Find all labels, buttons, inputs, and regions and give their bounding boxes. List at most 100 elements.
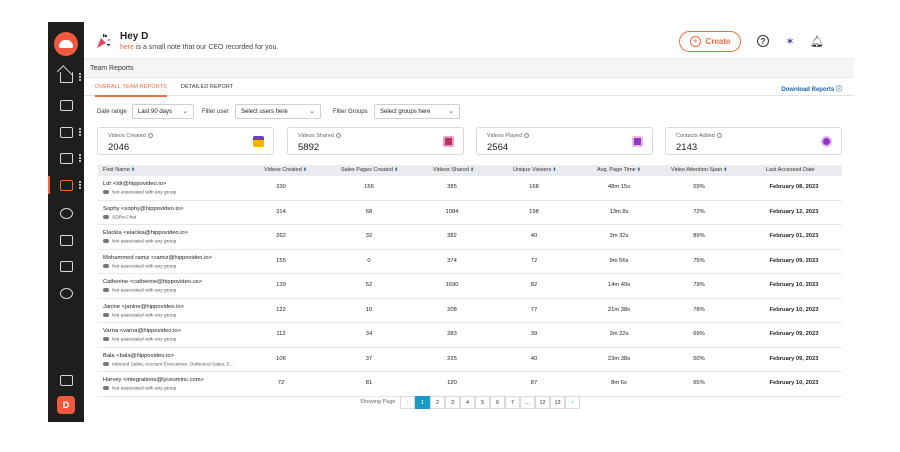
- filter-groups-select[interactable]: Select groups here ⌄: [374, 104, 460, 119]
- page-button-3[interactable]: 3: [445, 396, 460, 409]
- info-icon: ⓘ: [835, 87, 842, 93]
- stat-value: 2046: [108, 142, 130, 153]
- table-row[interactable]: Sophy <sophy@hippovideo.io> SDRs-Chat 314 6…: [98, 200, 842, 225]
- create-button[interactable]: + Create: [679, 31, 741, 52]
- column-header-sales-pages-created[interactable]: Sales Pages Created⬍: [341, 167, 399, 173]
- prev-page-button[interactable]: ‹: [400, 396, 415, 409]
- next-page-button[interactable]: ›: [565, 396, 580, 409]
- stat-card-videos-played: Videos Played 2564: [476, 127, 653, 155]
- sort-icon: ⬍: [130, 167, 136, 173]
- greeting-subtitle: here is a small note that our CEO record…: [120, 44, 279, 51]
- column-header-first-name[interactable]: First Name⬍: [103, 167, 136, 173]
- cell-created: 112: [276, 331, 286, 337]
- info-icon[interactable]: [716, 133, 722, 139]
- page-button-4[interactable]: 4: [460, 396, 475, 409]
- cell-shared: 225: [447, 355, 457, 362]
- analytics-icon[interactable]: [48, 121, 84, 143]
- ceo-note-link[interactable]: here: [120, 44, 135, 51]
- cell-viewers: 40: [530, 355, 538, 362]
- filter-user-select[interactable]: Select users here ⌄: [235, 104, 321, 119]
- date-range-select[interactable]: Last 90 days ⌄: [132, 104, 194, 119]
- page-button-1[interactable]: 1: [415, 396, 430, 409]
- table-row[interactable]: Bala <bala@hippovideo.io> Inbound Sales, …: [98, 347, 842, 372]
- table-body: Ldr <ldr@hippovideo.io> Not associated wi…: [98, 176, 842, 397]
- column-header-video-attention-span[interactable]: Video Attention Span⬍: [671, 167, 728, 173]
- column-header-avg-page-time[interactable]: Avg. Page Time⬍: [597, 167, 641, 173]
- cell-shared: 120: [447, 380, 457, 386]
- video-library-icon[interactable]: [48, 94, 84, 116]
- column-header-videos-created[interactable]: Videos Created⬍: [264, 167, 308, 173]
- table-row[interactable]: Janine <janine@hippovideo.io> Not associa…: [98, 298, 842, 323]
- cell-attention: 79%: [693, 282, 705, 288]
- filter-user-label: Filter user: [202, 109, 229, 115]
- page-button-5[interactable]: 5: [475, 396, 490, 409]
- user-avatar[interactable]: D: [57, 396, 75, 414]
- cell-attention: 50%: [693, 355, 705, 362]
- download-reports-link[interactable]: Download Reports ⓘ: [781, 87, 842, 93]
- user-group: Inbound Sales, Account Executives, Outbo…: [103, 361, 233, 367]
- table-row[interactable]: Harvey <integrations@lyceuminc.com> Not a…: [98, 372, 842, 397]
- column-header-videos-shared[interactable]: Videos Shared⬍: [433, 167, 475, 173]
- badge-icon[interactable]: [48, 202, 84, 224]
- table-row[interactable]: Varna <varna@hippovideo.io> Not associate…: [98, 323, 842, 348]
- user-name: Sophy <sophy@hippovideo.io>: [103, 205, 184, 212]
- page-button-2[interactable]: 2: [430, 396, 445, 409]
- cell-time: 3m 22s: [609, 331, 629, 337]
- cell-viewers: 87: [530, 380, 538, 386]
- cell-pages: 32: [365, 233, 373, 239]
- page-button-7[interactable]: 7: [505, 396, 520, 409]
- cell-pages: 34: [365, 331, 373, 337]
- templates-icon[interactable]: [48, 147, 84, 169]
- report-tabs: OVERALL TEAM REPORTS DETAILED REPORT Dow…: [84, 78, 854, 97]
- page-button-6[interactable]: 6: [490, 396, 505, 409]
- cell-viewers: 168: [529, 184, 539, 190]
- stat-card-contacts-added: Contacts Added 2143: [665, 127, 842, 155]
- settings-icon[interactable]: [48, 282, 84, 304]
- page-button-13[interactable]: 13: [550, 396, 565, 409]
- cell-time: 48m 15s: [607, 184, 631, 190]
- help-icon[interactable]: ?: [757, 35, 769, 47]
- cell-shared: 382: [447, 233, 457, 239]
- chat-icon[interactable]: [48, 369, 84, 391]
- team-reports-icon[interactable]: [48, 174, 84, 196]
- bell-icon[interactable]: 🔔︎: [810, 35, 824, 48]
- cell-pages: 52: [365, 282, 373, 288]
- page-button-12[interactable]: 12: [535, 396, 550, 409]
- hippo-logo-icon[interactable]: [54, 32, 78, 56]
- info-icon[interactable]: [524, 133, 530, 139]
- cell-attention: 59%: [693, 184, 705, 190]
- cell-time: 13m 8s: [609, 208, 629, 215]
- page-title: Team Reports: [84, 59, 854, 78]
- table-row[interactable]: Mohammed ramiz <ramiz@hippovideo.io> Not …: [98, 249, 842, 274]
- stat-card-videos-created: Videos Created 2046: [97, 127, 274, 155]
- cell-time: 23m 38s: [607, 355, 631, 362]
- table-row[interactable]: Catherine <catherine@hippovideo.us> Not a…: [98, 274, 842, 299]
- page-button-ellipsis[interactable]: ...: [520, 396, 535, 409]
- info-icon[interactable]: [335, 133, 341, 139]
- cell-created: 122: [276, 306, 286, 313]
- whats-new-icon[interactable]: ✶: [785, 35, 795, 48]
- header: Hey D here is a small note that our CEO …: [84, 25, 854, 59]
- cell-date: February 09, 2023: [769, 257, 819, 264]
- cell-created: 262: [276, 233, 286, 239]
- contacts-icon[interactable]: [48, 229, 84, 251]
- group-icon: [103, 312, 109, 317]
- table-row[interactable]: Elackia <elackia@hippovideo.io> Not assoc…: [98, 225, 842, 250]
- user-name: Janine <janine@hippovideo.io>: [103, 303, 184, 310]
- user-name: Mohammed ramiz <ramiz@hippovideo.io>: [103, 254, 212, 261]
- column-header-unique-viewers[interactable]: Unique Viewers⬍: [513, 167, 557, 173]
- group-icon: [103, 190, 109, 194]
- integrations-icon[interactable]: [48, 255, 84, 277]
- info-icon[interactable]: [147, 133, 153, 139]
- tab-detailed-report[interactable]: DETAILED REPORT: [181, 84, 234, 90]
- tab-overall-team-reports[interactable]: OVERALL TEAM REPORTS: [95, 84, 167, 97]
- cell-date: February 12, 2023: [769, 208, 819, 215]
- table-row[interactable]: Ldr <ldr@hippovideo.io> Not associated wi…: [98, 176, 842, 201]
- user-name: Catherine <catherine@hippovideo.us>: [103, 279, 203, 285]
- contact-icon: [821, 136, 832, 147]
- cell-attention: 72%: [693, 208, 705, 215]
- sort-icon: ⬍: [469, 167, 475, 173]
- cell-shared: 374: [447, 257, 457, 264]
- home-icon[interactable]: [48, 66, 84, 88]
- cell-time: 21m 38s: [607, 306, 631, 313]
